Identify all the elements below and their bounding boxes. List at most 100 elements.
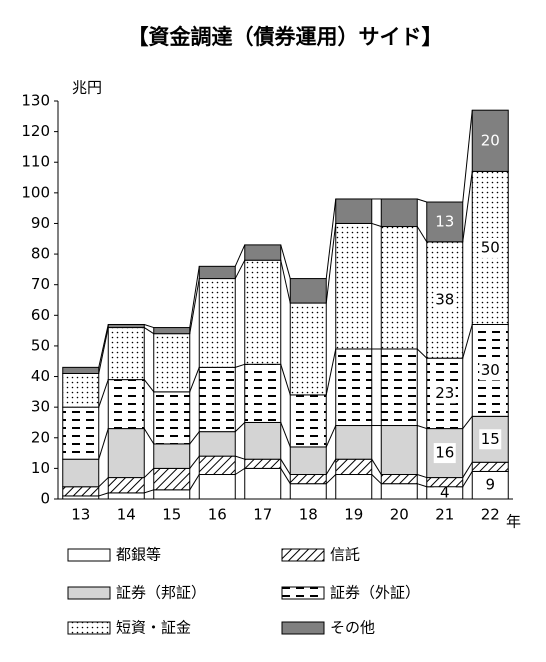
y-tick-label: 30 [31,398,50,416]
x-tick-label: 15 [162,506,181,524]
label-bg [479,475,502,496]
label-bg [479,360,502,381]
connector-line [325,198,337,279]
bar-segment [244,458,282,469]
legend-swatch [281,621,325,635]
y-tick-label: 70 [31,275,50,293]
connector-line [325,348,337,396]
connector-line [462,110,473,203]
connector-line [462,471,473,488]
connector-line [189,266,200,328]
bar-segment [153,443,191,469]
bar-segment [107,379,145,430]
bar-segment [153,391,191,445]
bar-segment [198,278,236,368]
connector-line [416,226,428,243]
connector-line [98,327,109,374]
bar-segment [289,474,327,485]
connector-line [417,474,427,479]
bar-segment [335,222,373,350]
connector-line [235,363,245,368]
bar-segment [335,458,373,476]
bar-segment [153,467,191,491]
legend-label: 都銀等 [116,546,161,564]
label-bg [433,443,456,464]
x-tick-label: 14 [117,506,136,524]
connector-line [143,379,155,393]
bar-segment [289,394,327,448]
legend-label: 証券（外証） [330,584,420,602]
x-tick-label: 20 [390,506,409,524]
bar-segment [107,327,145,381]
connector-line [189,474,200,491]
bar-segment [335,348,373,427]
bar-segment [380,348,418,427]
connector-line [189,367,200,393]
bar-segment [244,259,282,365]
connector-line [325,425,337,448]
connector-line [462,461,473,478]
connector-line [325,223,337,304]
bar-segment [198,366,236,433]
connector-line [371,458,382,475]
bar-segment [198,455,236,476]
bar-segment [335,474,373,500]
legend-swatch [67,548,111,562]
x-tick-label: 19 [344,506,363,524]
bar-segment [426,201,464,243]
connector-line [280,422,291,448]
connector-line [143,428,155,445]
y-tick-label: 60 [31,306,50,324]
label-bg [433,290,456,310]
connector-line [98,324,109,368]
bar-segment [335,198,373,224]
y-tick-label: 40 [31,367,50,385]
bar-segment [244,244,282,261]
data-label: 4 [440,483,450,501]
y-tick-label: 100 [21,183,50,201]
connector-line [416,348,428,359]
connector-line [98,428,109,460]
connector-line [234,422,246,433]
y-tick-label: 120 [21,122,50,140]
data-label: 13 [435,212,454,230]
bar-segment [153,489,191,500]
bar-segment [244,363,282,423]
connector-line [371,222,382,227]
bar-segment [380,198,418,228]
data-label: 9 [485,476,495,494]
bar-segment [198,474,236,500]
bar-segment [62,366,100,374]
bar-segment [244,421,282,460]
bar-segment [107,492,145,500]
connector-line [144,324,154,329]
connector-line [325,458,337,475]
data-label: 20 [481,131,500,149]
bar-segment [289,302,327,396]
data-label: 50 [481,238,500,256]
bar-segment [107,323,145,329]
connector-line [98,477,109,488]
data-label: 15 [481,430,500,448]
x-tick-label: 18 [299,506,318,524]
y-tick-label: 90 [31,214,50,232]
connector-line [280,468,291,484]
connector-line [234,244,246,267]
bar-segment [426,477,464,488]
bar-segment [62,458,100,488]
connector-line [234,259,246,279]
bar-segment [471,109,509,172]
connector-line [417,198,427,203]
legend-swatch [67,621,111,635]
connector-line [144,489,154,494]
connector-line [280,364,291,396]
bar-segment [244,467,282,500]
bar-segment [380,226,418,350]
legend-label: その他 [330,619,375,637]
connector-line [280,260,291,304]
bar-segment [471,461,509,472]
label-bg [433,383,456,404]
x-unit: 年 [506,513,521,531]
legend-swatch [281,548,325,562]
